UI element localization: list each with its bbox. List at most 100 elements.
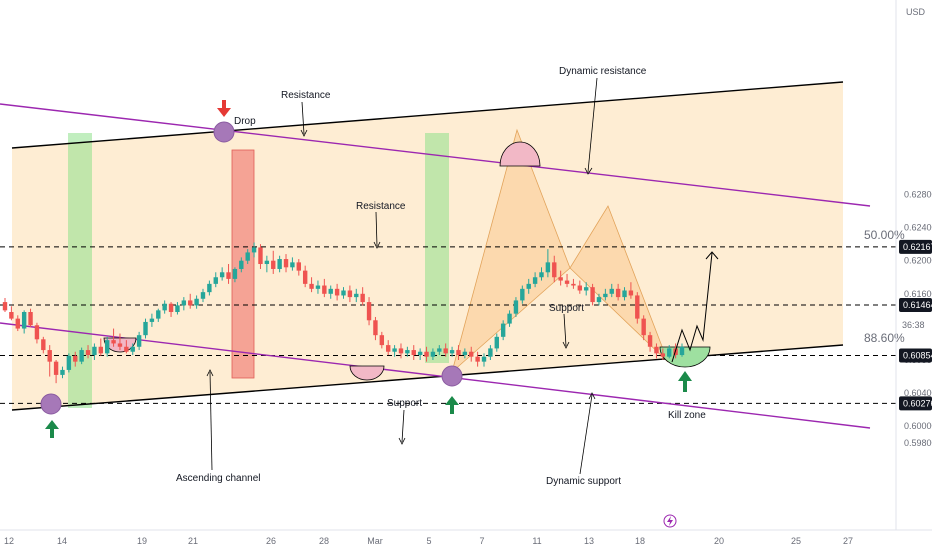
candle [92,343,97,360]
candle [469,346,474,362]
candle [156,308,161,322]
fib-label-886: 88.60% [864,331,905,345]
time-tick-label: 26 [266,536,276,546]
candle [443,343,448,357]
candle [430,348,436,360]
candle [488,345,493,360]
pointer-dynamic-resistance [587,77,598,173]
label-kill-zone: Kill zone [668,410,706,421]
candlestick-series [2,242,685,384]
time-tick-label: 20 [714,536,724,546]
candle [660,348,666,360]
candle [360,287,365,306]
candle [481,353,487,367]
candle [456,345,461,360]
candle [437,345,442,356]
label-drop: Drop [234,116,256,127]
candle [309,277,314,293]
candle [379,331,385,349]
candle [545,249,551,278]
candle [583,282,589,296]
candle [47,345,52,377]
candle [322,278,327,298]
projection-path [671,252,713,363]
time-tick-label: 5 [426,536,431,546]
price-level-tag [899,348,932,363]
pointer-ascending-channel [209,371,213,471]
candle [405,346,410,357]
candle [283,254,289,273]
time-tick-label: 11 [532,536,541,546]
time-tick-label: 14 [57,536,67,546]
current-price-tag [898,318,932,331]
candle [124,340,129,354]
candle [417,348,423,360]
down-arrow-drop [217,100,231,117]
price-level-tag-label: 0.62167 [903,242,932,252]
candle [117,333,123,351]
candle [520,285,525,304]
candle [79,347,84,365]
time-tick-label: 27 [843,536,853,546]
pointer-support-bottom [401,409,405,443]
price-level-tag-label: 0.61464 [903,300,932,310]
candle [500,320,506,341]
candle [66,353,72,373]
time-tick-label: Mar [367,536,383,546]
label-dynamic-support: Dynamic support [546,476,621,487]
candle [168,302,174,317]
candle [194,295,199,309]
label-resistance-top: Resistance [281,90,331,101]
candle [149,313,155,327]
harmonic-pattern-left [452,130,570,372]
price-level-tag [899,239,932,254]
candle [386,340,391,356]
candle [188,293,193,309]
pointer-dynamic-resistance-head [584,167,593,175]
candle [552,255,557,283]
candle [296,259,301,276]
candle [596,293,602,306]
pointer-ascending-channel-head [206,369,214,377]
candle [507,310,512,327]
lightning-icon[interactable] [663,514,677,528]
candle [539,267,544,281]
candle [302,265,308,288]
candle [53,360,59,384]
candle [424,346,429,362]
candle [2,297,8,313]
candle [73,351,78,367]
candle [328,285,333,299]
candle [564,273,570,288]
candle [392,345,397,357]
candle [635,292,640,324]
time-axis-ticks: 12 14 19 21 26 28 Mar 5 7 11 13 18 20 25 27 [4,536,853,546]
pointer-resistance-top [301,101,305,135]
candle [41,336,46,354]
candle [130,343,135,356]
candle [341,287,346,299]
label-support-bottom: Support [387,398,422,409]
up-arrow-kill-zone [678,371,692,392]
candle [264,255,270,273]
candle [411,345,416,360]
candle [641,315,646,341]
candle [571,278,576,289]
candle [162,300,167,314]
time-tick-label: 28 [319,536,329,546]
candle [9,306,14,321]
touch-circle-mid [441,365,463,387]
candle [60,366,65,379]
time-tick-label: 25 [791,536,801,546]
candle [615,283,621,301]
price-level-tags: 0.62167 0.61464 0.60854 0.60276 [899,239,932,411]
candle [271,250,276,274]
candle [366,297,372,326]
candle [315,280,321,294]
